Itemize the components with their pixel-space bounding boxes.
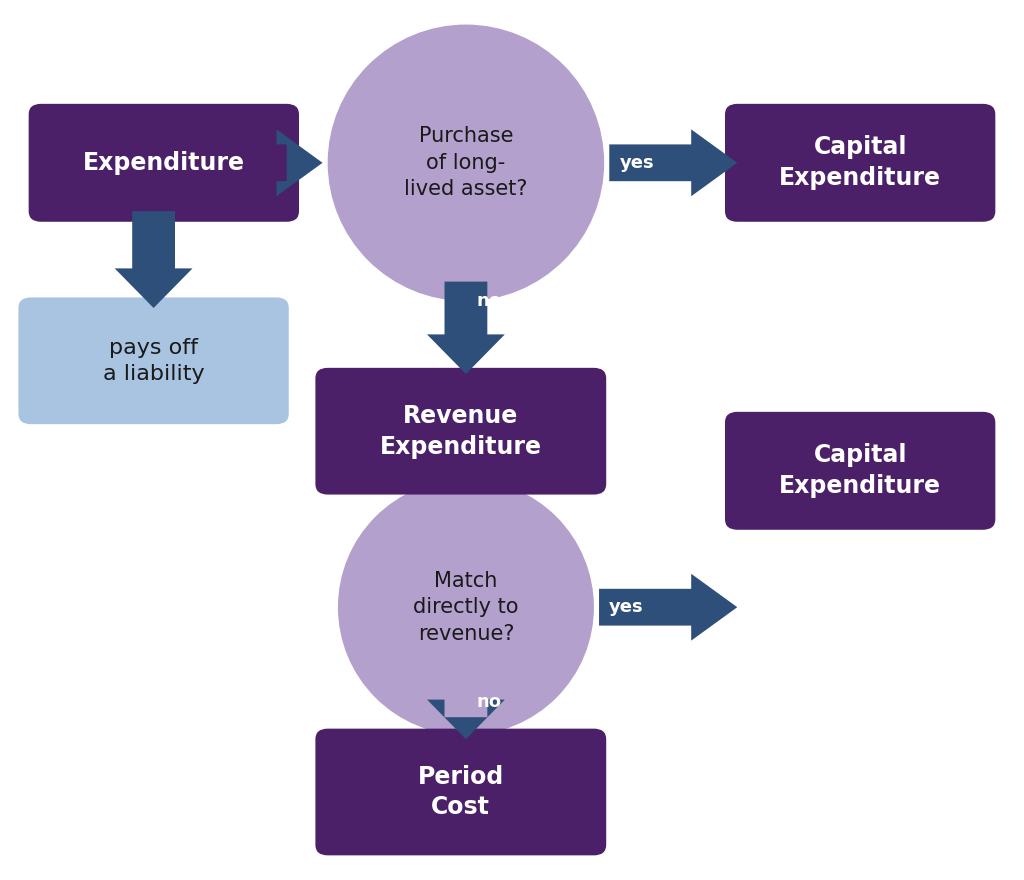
FancyBboxPatch shape <box>725 104 995 222</box>
Polygon shape <box>276 129 323 196</box>
Polygon shape <box>427 700 505 739</box>
Text: no: no <box>476 693 501 711</box>
Text: pays off
a liability: pays off a liability <box>102 338 205 384</box>
FancyBboxPatch shape <box>18 297 289 424</box>
Text: yes: yes <box>620 154 654 172</box>
Polygon shape <box>427 282 505 374</box>
FancyBboxPatch shape <box>315 729 606 855</box>
Text: Expenditure: Expenditure <box>83 150 245 175</box>
Ellipse shape <box>338 480 594 735</box>
Text: Capital
Expenditure: Capital Expenditure <box>779 136 941 190</box>
Text: Capital
Expenditure: Capital Expenditure <box>779 444 941 498</box>
Polygon shape <box>115 211 193 308</box>
Polygon shape <box>599 574 737 641</box>
Text: yes: yes <box>609 598 644 616</box>
FancyBboxPatch shape <box>725 412 995 530</box>
Text: no: no <box>476 292 501 311</box>
Text: Period
Cost: Period Cost <box>418 765 504 819</box>
Text: Match
directly to
revenue?: Match directly to revenue? <box>413 571 519 643</box>
Text: Revenue
Expenditure: Revenue Expenditure <box>380 404 542 458</box>
FancyBboxPatch shape <box>315 368 606 495</box>
FancyBboxPatch shape <box>29 104 299 222</box>
Text: Purchase
of long-
lived asset?: Purchase of long- lived asset? <box>404 127 527 199</box>
Ellipse shape <box>328 25 604 301</box>
Polygon shape <box>609 129 737 196</box>
